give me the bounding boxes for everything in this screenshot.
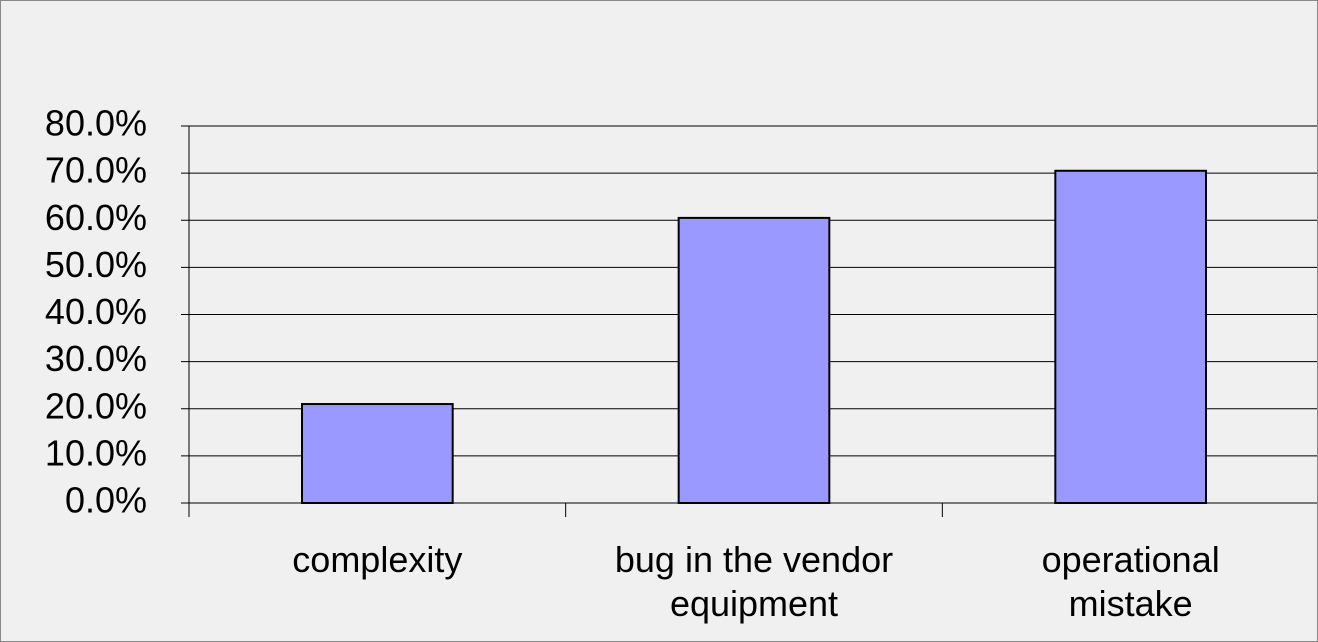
y-tick-label: 40.0% <box>45 291 147 332</box>
bar <box>1054 169 1208 505</box>
bar <box>677 216 831 505</box>
y-tick-label: 10.0% <box>45 432 147 473</box>
y-tick-label: 30.0% <box>45 338 147 379</box>
x-tick-label: bug in the vendor equipment <box>614 539 894 624</box>
y-tick-label: 50.0% <box>45 244 147 285</box>
y-tick-label: 70.0% <box>45 150 147 191</box>
y-tick-label: 60.0% <box>45 197 147 238</box>
bar <box>301 403 454 505</box>
y-tick-label: 0.0% <box>65 480 147 521</box>
y-tick-label: 20.0% <box>45 385 147 426</box>
y-tick-label: 80.0% <box>45 103 147 144</box>
x-tick-label: operational mistake <box>1041 539 1220 624</box>
x-tick-label: complexity <box>292 539 463 580</box>
